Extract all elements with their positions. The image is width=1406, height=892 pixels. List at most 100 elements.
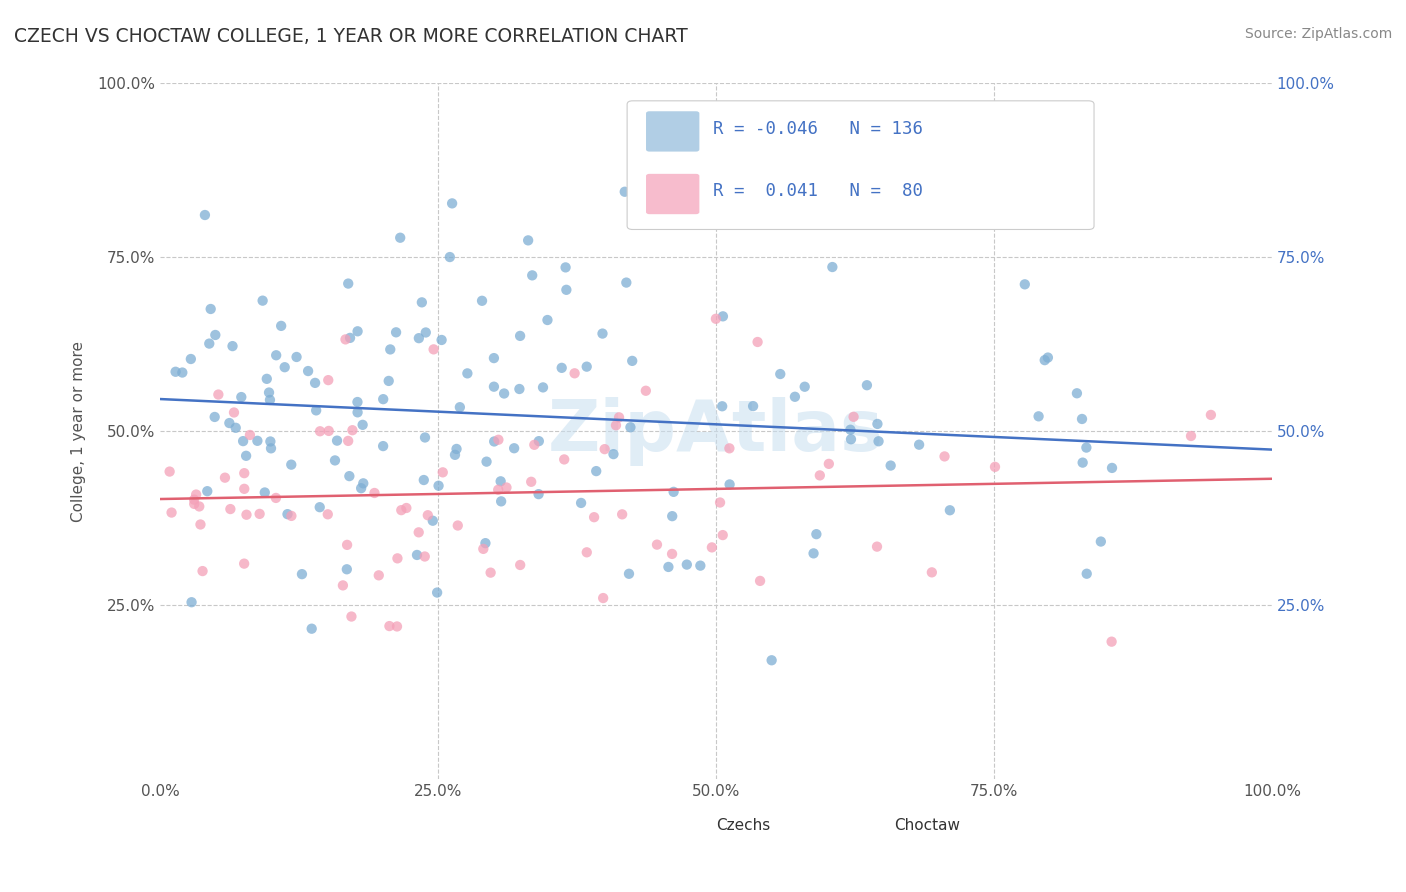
Point [198,336,221,351]
Point [233,482,256,496]
Point [675,558,697,572]
Text: R = -0.046   N = 136: R = -0.046 N = 136 [713,120,922,137]
Point [447,518,470,533]
Point [395,500,418,515]
Point [308,500,330,515]
Point [231,390,253,404]
Point [180,351,202,366]
Point [385,619,408,633]
Point [661,509,683,524]
Point [316,508,339,522]
Point [273,360,295,375]
Point [503,442,526,456]
Point [280,458,302,472]
Point [592,591,614,605]
Point [704,311,727,326]
Point [439,250,461,264]
Point [486,433,509,447]
Point [416,508,439,523]
Point [749,574,772,588]
Point [984,459,1007,474]
Point [233,466,256,480]
Point [309,424,332,438]
Point [482,351,505,365]
Point [204,328,226,343]
Point [225,421,247,435]
Point [482,434,505,449]
FancyBboxPatch shape [852,812,886,840]
Point [204,409,226,424]
Point [585,464,607,478]
Point [297,364,319,378]
Point [305,403,328,417]
Point [868,434,890,449]
Point [593,442,616,457]
Point [806,527,828,541]
Point [661,547,683,561]
Point [218,416,240,430]
Point [346,395,368,409]
Point [276,507,298,521]
Point [332,578,354,592]
Point [769,367,792,381]
FancyBboxPatch shape [645,174,699,214]
Point [352,417,374,432]
Point [1076,441,1098,455]
Point [1036,351,1059,365]
Point [803,546,825,560]
Point [387,551,409,566]
Point [285,350,308,364]
Point [432,466,454,480]
Point [336,538,359,552]
Point [554,260,576,275]
Point [233,557,256,571]
Point [426,585,449,599]
Point [934,450,956,464]
Point [614,276,637,290]
Text: Czechs: Czechs [716,818,770,833]
Point [195,484,218,499]
Point [747,334,769,349]
Point [188,500,211,514]
Point [479,566,502,580]
Point [249,507,271,521]
Point [449,400,471,414]
Point [304,376,326,390]
Point [553,452,575,467]
Point [389,503,412,517]
Point [471,293,494,308]
Point [232,434,254,449]
Text: Source: ZipAtlas.com: Source: ZipAtlas.com [1244,27,1392,41]
Point [389,231,412,245]
Point [221,339,243,353]
Point [408,331,430,345]
Point [607,410,630,425]
Point [200,301,222,316]
Point [427,479,450,493]
Point [371,439,394,453]
Point [259,392,281,407]
Text: CZECH VS CHOCTAW COLLEGE, 1 YEAR OR MORE CORRELATION CHART: CZECH VS CHOCTAW COLLEGE, 1 YEAR OR MORE… [14,27,688,45]
Point [239,428,262,442]
Point [180,595,202,609]
Point [842,409,865,424]
Point [908,438,931,452]
Point [222,405,245,419]
Point [183,497,205,511]
Point [183,492,205,507]
Point [219,502,242,516]
Point [385,326,408,340]
Point [1180,429,1202,443]
Point [1199,408,1222,422]
Point [1071,412,1094,426]
Point [602,447,624,461]
Text: Choctaw: Choctaw [894,818,960,833]
Point [1014,277,1036,292]
FancyBboxPatch shape [645,112,699,152]
Point [520,475,543,489]
Point [613,185,636,199]
Point [583,510,606,524]
Point [316,373,339,387]
Point [489,475,512,489]
Point [527,487,550,501]
